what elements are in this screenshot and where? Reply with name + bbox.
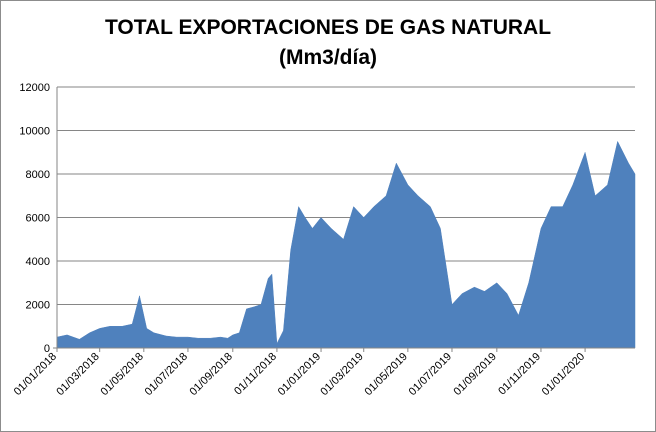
x-tick-label: 01/11/2019 <box>496 351 543 398</box>
series-layer <box>56 140 636 349</box>
x-tick-label: 01/03/2019 <box>318 351 365 398</box>
x-tick-label: 01/07/2018 <box>143 351 190 398</box>
x-tick-label: 01/05/2018 <box>99 351 146 398</box>
chart-title-line1: TOTAL EXPORTACIONES DE GAS NATURAL <box>104 16 552 39</box>
x-tick-label: 01/05/2019 <box>363 351 410 398</box>
y-tick-labels: 0 2000 4000 6000 8000 10000 12000 <box>19 82 50 355</box>
chart-title: TOTAL EXPORTACIONES DE GAS NATURAL (Mm3/… <box>1 13 655 73</box>
x-tick-label: 01/07/2019 <box>407 351 454 398</box>
y-tick-label: 6000 <box>26 213 50 225</box>
x-tick-label: 01/09/2019 <box>452 351 499 398</box>
x-tick-label: 01/01/2019 <box>276 351 323 398</box>
y-tick-label: 0 <box>44 343 50 355</box>
axes <box>53 87 635 352</box>
y-tick-label: 12000 <box>19 82 50 94</box>
series-area-0 <box>56 140 636 349</box>
x-tick-label: 01/01/2018 <box>12 351 59 398</box>
x-tick-label: 01/11/2018 <box>232 351 279 398</box>
y-tick-label: 2000 <box>26 300 50 312</box>
y-tick-label: 10000 <box>19 126 50 138</box>
x-tick-label: 01/01/2020 <box>540 351 587 398</box>
x-tick-labels: 01/01/201801/03/201801/05/201801/07/2018… <box>12 351 588 398</box>
x-tick-label: 01/09/2018 <box>187 351 234 398</box>
y-tick-label: 4000 <box>26 256 50 268</box>
x-tick-label: 01/03/2018 <box>54 351 101 398</box>
y-tick-label: 8000 <box>26 169 50 181</box>
chart-subtitle: (Mm3/día) <box>278 46 377 69</box>
